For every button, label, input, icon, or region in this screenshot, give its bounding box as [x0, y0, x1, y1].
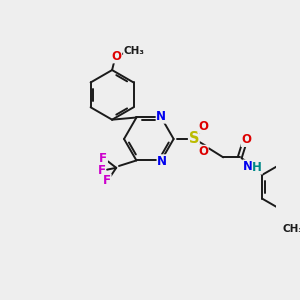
Text: N: N — [156, 110, 166, 123]
Text: CH₃: CH₃ — [283, 224, 300, 234]
Text: F: F — [103, 174, 111, 187]
Text: CH₃: CH₃ — [124, 46, 145, 56]
Text: O: O — [241, 134, 251, 146]
Text: F: F — [98, 164, 106, 177]
Text: F: F — [99, 152, 107, 165]
Text: N: N — [157, 155, 167, 168]
Text: O: O — [198, 145, 208, 158]
Text: S: S — [189, 131, 199, 146]
Text: N: N — [243, 160, 253, 173]
Text: O: O — [198, 120, 208, 133]
Text: H: H — [252, 161, 262, 174]
Text: O: O — [112, 50, 122, 63]
